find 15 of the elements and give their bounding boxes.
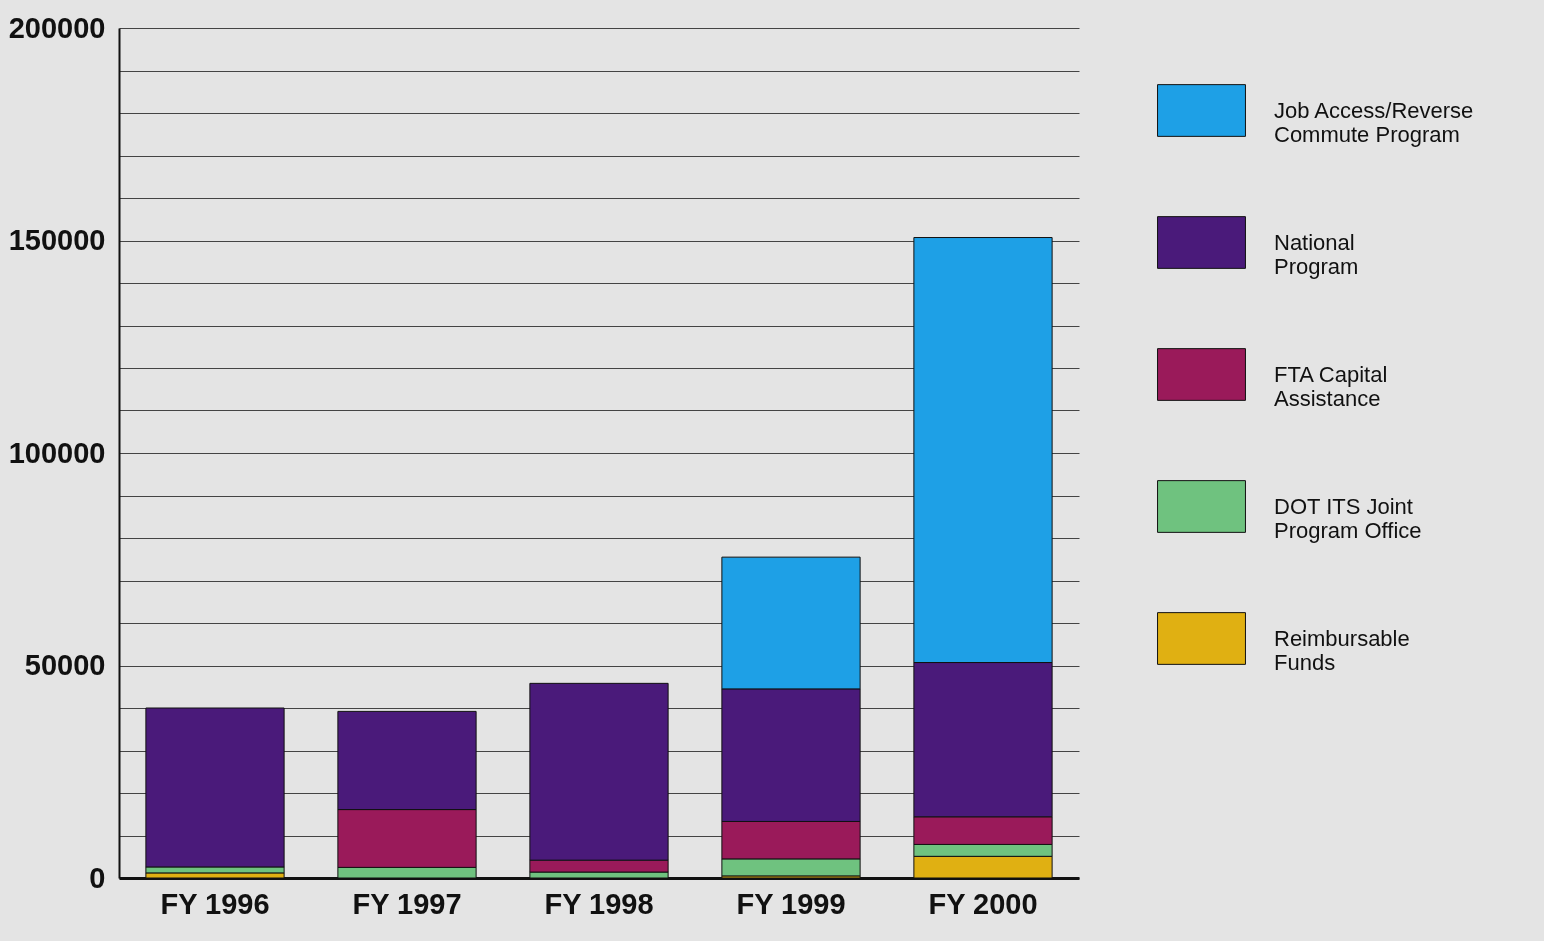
x-tick-label: FY 1999 (736, 887, 846, 920)
x-tick-label: FY 1998 (544, 887, 654, 920)
y-tick-label: 150000 (8, 224, 106, 256)
legend-label: National Program (1274, 229, 1359, 279)
legend-label: DOT ITS Joint Program Office (1274, 493, 1422, 543)
y-tick-label: 50000 (24, 649, 106, 681)
y-tick-label: 100000 (8, 436, 106, 469)
y-tick-label: 0 (89, 861, 106, 894)
x-tick-label: FY 2000 (928, 887, 1038, 920)
legend-label: Reimbursable Funds (1274, 625, 1410, 675)
y-tick-label: 200000 (8, 11, 106, 44)
x-tick-label: FY 1996 (160, 887, 270, 920)
legend-label: Job Access/Reverse Commute Program (1274, 97, 1474, 147)
x-tick-label: FY 1997 (352, 887, 462, 920)
legend-label: FTA Capital Assistance (1274, 361, 1388, 411)
